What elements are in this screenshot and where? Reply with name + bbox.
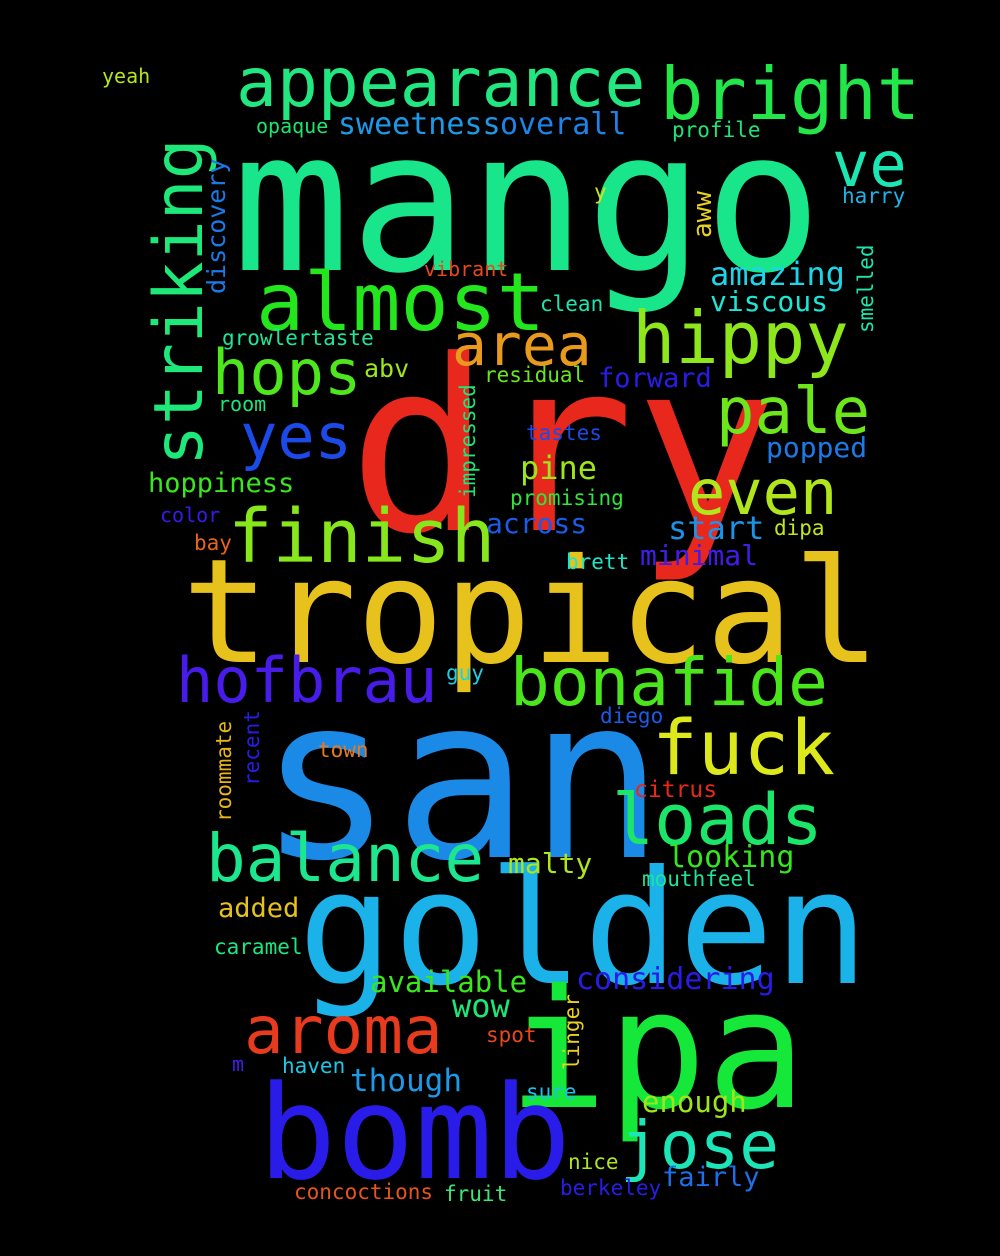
word-loads: loads xyxy=(612,779,823,861)
word-sweetness: sweetness xyxy=(338,107,501,142)
word-citrus: citrus xyxy=(634,777,718,803)
word-across: across xyxy=(486,507,588,540)
word-y: y xyxy=(594,180,607,204)
word-wow: wow xyxy=(452,987,510,1025)
word-spot: spot xyxy=(486,1023,537,1047)
word-color: color xyxy=(160,503,221,527)
word-popped: popped xyxy=(766,431,868,464)
word-harry: harry xyxy=(842,184,906,208)
word-tastes: tastes xyxy=(526,421,602,445)
word-balance: balance xyxy=(206,820,485,897)
word-haven: haven xyxy=(282,1054,346,1078)
word-pale: pale xyxy=(716,375,871,449)
word-aww: aww xyxy=(688,191,718,238)
word-appearance: appearance xyxy=(236,44,646,123)
word-amazing: amazing xyxy=(710,255,845,293)
word-dry: dry xyxy=(348,310,778,587)
word-finish: finish xyxy=(228,494,496,580)
word-minimal: minimal xyxy=(640,539,759,572)
word-tropical: tropical xyxy=(182,528,881,697)
word-growlertaste: growlertaste xyxy=(222,326,374,350)
word-considering: considering xyxy=(576,962,775,997)
word-berkeley: berkeley xyxy=(560,1176,662,1200)
word-viscous: viscous xyxy=(710,285,829,318)
word-start: start xyxy=(668,509,765,547)
word-yeah: yeah xyxy=(102,64,151,88)
word-profile: profile xyxy=(672,118,761,142)
word-forward: forward xyxy=(598,363,712,394)
word-hippy: hippy xyxy=(632,296,849,380)
word-fruit: fruit xyxy=(444,1182,508,1206)
word-guy: guy xyxy=(446,661,484,685)
word-roommate: roommate xyxy=(212,720,236,822)
word-m: m xyxy=(232,1052,245,1076)
word-linger: linger xyxy=(560,994,584,1070)
word-though: though xyxy=(350,1063,462,1099)
word-added: added xyxy=(218,893,300,924)
word-malty: malty xyxy=(508,847,593,880)
word-brett: brett xyxy=(566,550,630,574)
word-hops: hops xyxy=(212,336,362,409)
word-bay: bay xyxy=(194,531,232,555)
word-bomb: bomb xyxy=(258,1057,572,1209)
word-hofbrau: hofbrau xyxy=(176,644,438,717)
word-even: even xyxy=(688,456,838,529)
word-pine: pine xyxy=(520,449,598,487)
word-opaque: opaque xyxy=(256,114,329,138)
word-enough: enough xyxy=(642,1085,747,1119)
word-caramel: caramel xyxy=(214,935,303,959)
word-hoppiness: hoppiness xyxy=(148,468,295,499)
word-almost: almost xyxy=(256,256,545,349)
word-clean: clean xyxy=(540,292,604,316)
word-ipa: ipa xyxy=(508,954,807,1146)
word-mouthfeel: mouthfeel xyxy=(642,867,756,891)
word-recent: recent xyxy=(240,710,264,786)
word-fairly: fairly xyxy=(662,1162,760,1193)
word-town: town xyxy=(318,738,369,762)
word-area: area xyxy=(452,311,592,379)
word-discovery: discovery xyxy=(202,158,231,294)
word-bright: bright xyxy=(660,52,921,136)
word-golden: golden xyxy=(298,837,869,1021)
word-smelled: smelled xyxy=(854,244,878,333)
word-overall: overall xyxy=(500,107,627,142)
word-abv: abv xyxy=(364,354,410,383)
word-mango: mango xyxy=(232,89,823,317)
word-dipa: dipa xyxy=(774,516,825,540)
word-concoctions: concoctions xyxy=(294,1180,434,1204)
word-vibrant: vibrant xyxy=(424,257,509,281)
word-room: room xyxy=(218,392,267,416)
word-available: available xyxy=(370,965,528,999)
word-bonafide: bonafide xyxy=(510,644,828,721)
word-residual: residual xyxy=(484,363,586,387)
word-promising: promising xyxy=(510,486,624,510)
word-san: san xyxy=(258,649,665,911)
word-ve: ve xyxy=(832,128,907,201)
word-jose: jose xyxy=(620,1107,779,1184)
word-impressed: impressed xyxy=(456,384,480,498)
word-fuck: fuck xyxy=(652,703,836,792)
word-looking: looking xyxy=(668,840,795,875)
word-nice: nice xyxy=(568,1150,619,1174)
word-aroma: aroma xyxy=(244,992,443,1069)
word-sure: sure xyxy=(526,1080,577,1104)
word-diego: diego xyxy=(600,704,664,728)
word-yes: yes xyxy=(240,400,352,473)
